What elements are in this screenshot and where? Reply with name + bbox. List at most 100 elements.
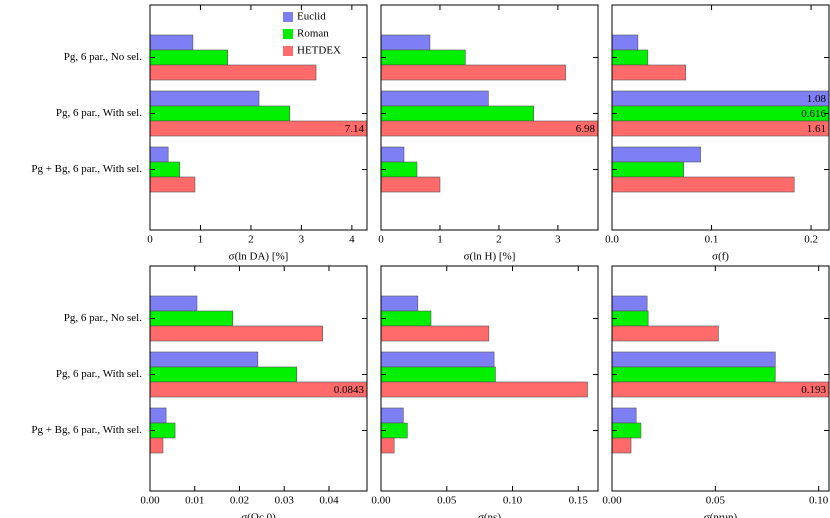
x-tick-label: 0.00 [602,495,622,507]
bar [381,64,566,81]
bar [612,381,829,398]
bar [150,34,194,51]
bar [612,146,701,163]
panel: 1.08 0.616 1.61 0.0 0.1 0.2 σ(f) [605,4,830,263]
bar [612,161,684,178]
y-tick-label: Pg + Bg, 6 par., With sel. [31,424,142,436]
bar [612,34,639,51]
x-axis-label: σ(Ωc,0) [241,512,276,518]
bar [612,310,649,327]
axes-frame [380,4,599,231]
bar [381,366,496,383]
x-tick-label: 0.10 [503,495,523,507]
y-tick-label: Pg, 6 par., No sel. [64,312,142,324]
bar [612,437,632,454]
bar [150,120,367,137]
x-tick-label: 0.1 [705,234,719,246]
value-label: 0.616 [801,108,826,120]
x-tick-label: 1 [437,234,443,246]
x-tick-label: 0.04 [319,495,339,507]
value-label: 1.61 [807,123,826,135]
bar [612,351,776,368]
bar [150,49,229,66]
panel: 0.00 0.05 0.10 0.15 σ(ns) [371,265,599,518]
y-tick-label: Pg, 6 par., With sel. [56,368,142,380]
bar [612,64,686,81]
x-tick-label: 2 [248,234,254,246]
x-tick-label: 3 [555,234,561,246]
legend-label: Roman [297,28,329,40]
x-tick-label: 0.15 [569,495,589,507]
bars [381,34,598,193]
bar [150,437,164,454]
panel: 0.193 0.00 0.05 0.10 σ(nrun) [602,265,830,518]
bar [381,105,535,122]
bar [381,146,405,163]
x-tick-label: 3 [299,234,305,246]
bar [612,90,829,107]
x-axis-label: σ(ns) [478,512,501,518]
bar [612,49,649,66]
bar [150,351,259,368]
axes-frame [611,4,830,231]
panel: 6.98 0 1 2 3 σ(ln H) [%] [378,4,599,263]
bar [381,120,598,137]
bar [612,407,637,424]
x-tick-label: 2 [496,234,502,246]
panel: 7.14 0 1 2 3 4 σ(ln DA) [%] Pg, 6 par., No sel.… [31,4,368,263]
bar [150,90,260,107]
x-tick-label: 0.05 [706,495,726,507]
x-tick-label: 0 [378,234,384,246]
legend-label: Euclid [297,11,326,23]
y-tick-label: Pg + Bg, 6 par., With sel. [31,163,142,175]
y-tick-label: Pg, 6 par., With sel. [56,107,142,119]
x-tick-label: 4 [349,234,355,246]
bar [150,64,317,81]
bars [150,34,367,193]
bar [150,310,234,327]
bars [381,295,588,454]
bar [381,351,495,368]
x-axis-label: σ(ln DA) [%] [229,251,289,263]
y-tick-label: Pg, 6 par., No sel. [64,51,142,63]
x-tick-label: 0.05 [437,495,457,507]
bar [150,381,367,398]
legend-label: HETDEX [297,45,341,57]
bar [381,49,466,66]
bars [150,295,367,454]
value-label: 6.98 [576,123,596,135]
bar [150,176,196,193]
bar [381,310,432,327]
bar [150,146,169,163]
bar [150,295,198,312]
bar [612,120,829,137]
x-tick-label: 0 [147,234,153,246]
value-label: 1.08 [807,93,827,105]
bar [381,90,489,107]
bar [612,295,648,312]
bar [150,105,291,122]
x-tick-label: 0.00 [371,495,391,507]
bar [612,176,795,193]
bar [381,407,404,424]
x-tick-label: 0.02 [230,495,249,507]
legend-swatch [283,46,293,56]
bar [612,325,719,342]
bar [381,161,418,178]
bar [381,437,395,454]
bar [381,325,490,342]
axes-frame [149,4,368,231]
bars [612,34,829,193]
bar [612,366,776,383]
bar [381,295,419,312]
x-axis-label: σ(f) [712,251,729,263]
axes-frame [380,265,599,492]
value-label: 0.193 [801,384,826,396]
x-tick-label: 1 [198,234,204,246]
x-tick-label: 0.00 [140,495,160,507]
legend-swatch [283,12,293,22]
value-label: 7.14 [345,123,365,135]
x-axis-label: σ(ln H) [%] [464,251,516,263]
bar [381,381,588,398]
